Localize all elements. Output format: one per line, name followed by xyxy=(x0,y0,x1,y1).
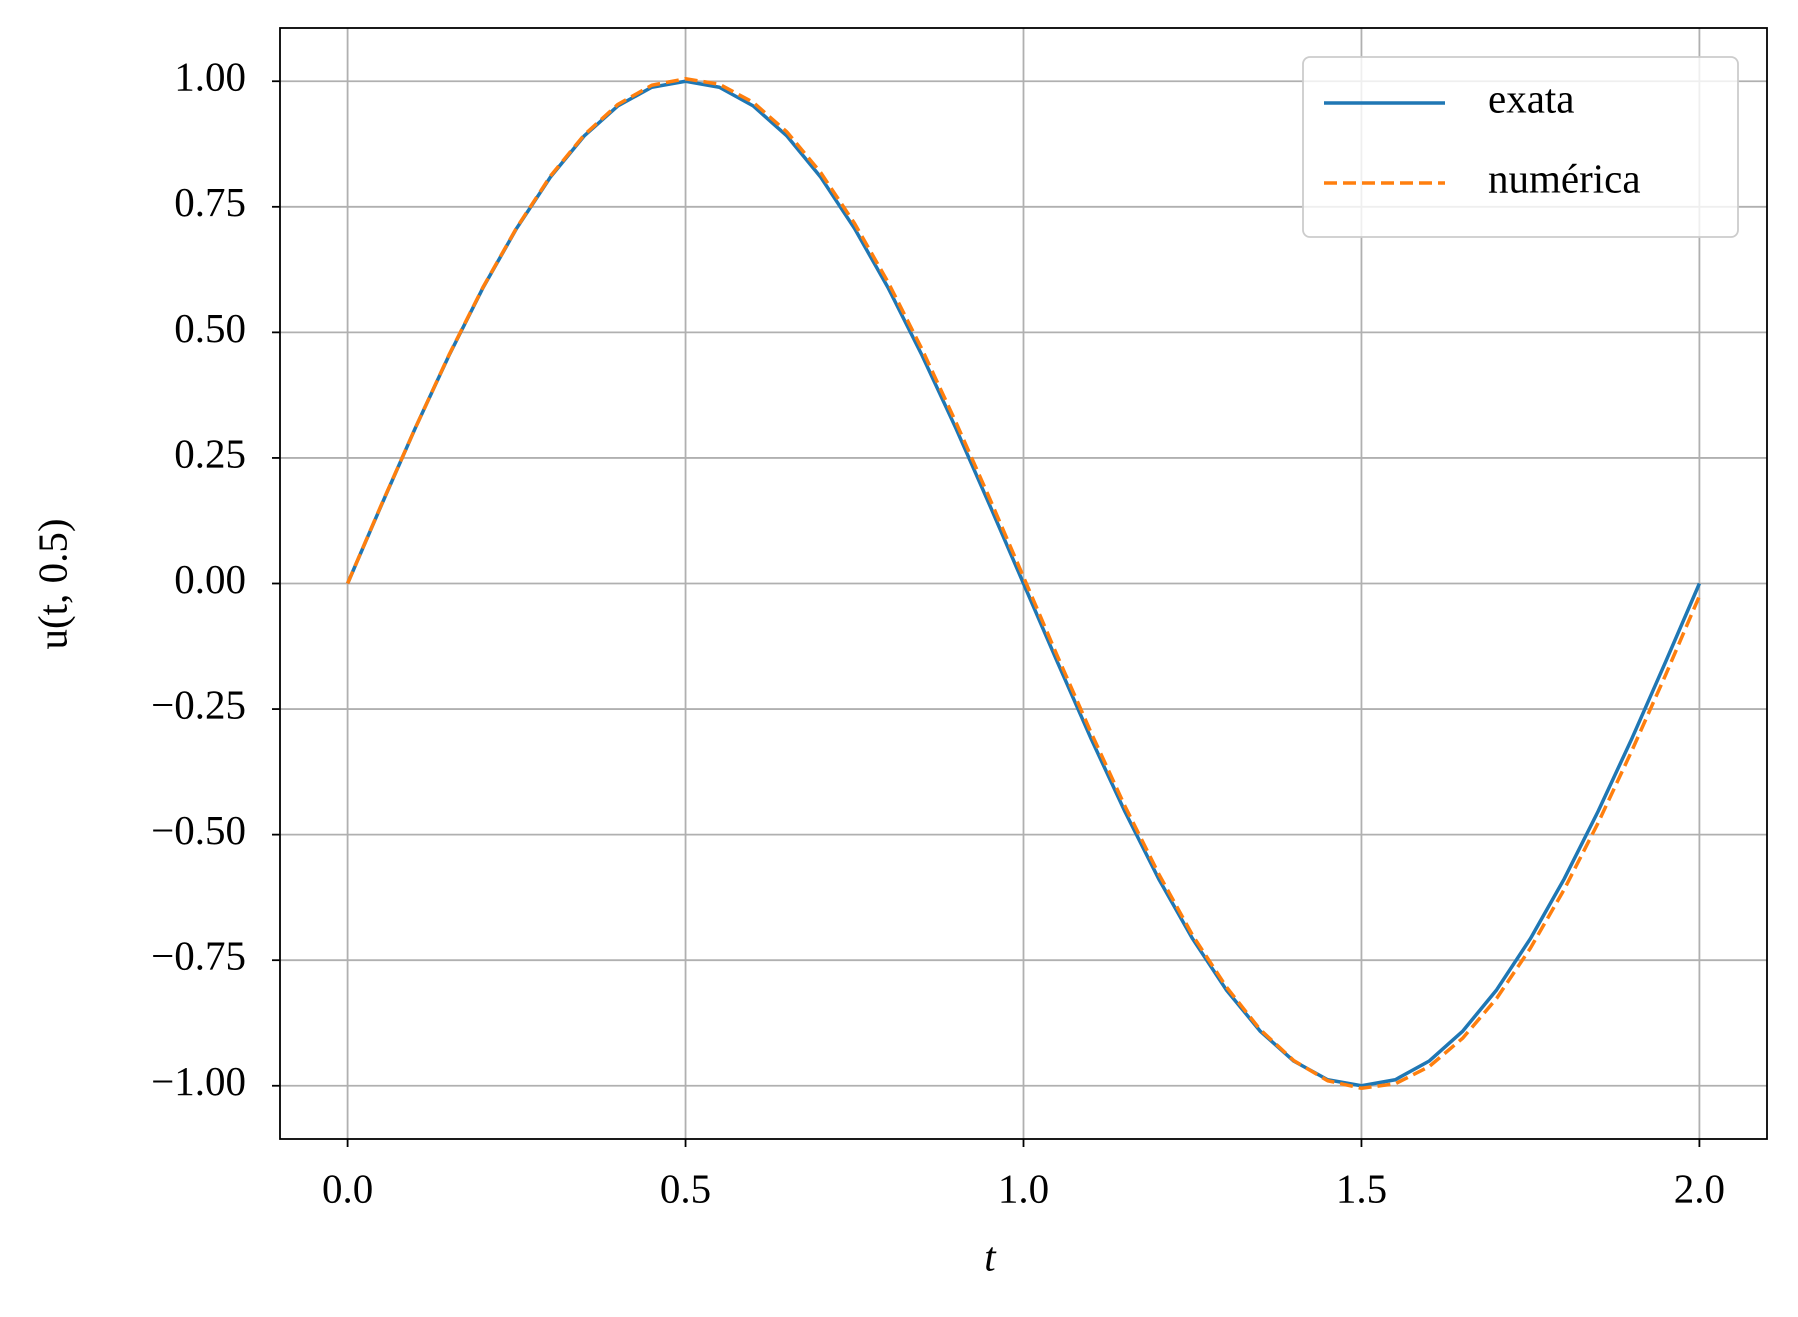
y-tick-label: 0.50 xyxy=(174,305,246,351)
x-axis-label: t xyxy=(984,1233,997,1279)
legend-label: numérica xyxy=(1488,155,1641,201)
y-tick-label: −0.75 xyxy=(151,933,246,979)
x-tick-label: 0.0 xyxy=(322,1165,373,1211)
data-line xyxy=(345,76,1702,1091)
y-tick-label: 0.00 xyxy=(174,556,246,602)
data-line xyxy=(345,79,1702,1088)
y-tick-label: 0.75 xyxy=(174,179,246,225)
x-tick-label: 1.0 xyxy=(998,1165,1049,1211)
legend-label: exata xyxy=(1488,75,1574,121)
y-tick-label: −1.00 xyxy=(151,1058,246,1104)
legend: exata numérica xyxy=(1302,56,1739,238)
y-tick-label: 1.00 xyxy=(174,54,246,100)
x-tick-label: 2.0 xyxy=(1674,1165,1725,1211)
y-tick-label: 0.25 xyxy=(174,430,246,476)
plot-frame xyxy=(279,27,1768,1140)
y-tick-label: −0.50 xyxy=(151,807,246,853)
y-axis-label: u(t, 0.5) xyxy=(29,519,75,650)
x-tick-label: 1.5 xyxy=(1336,1165,1387,1211)
x-tick-label: 0.5 xyxy=(660,1165,711,1211)
y-tick-label: −0.25 xyxy=(151,681,246,727)
